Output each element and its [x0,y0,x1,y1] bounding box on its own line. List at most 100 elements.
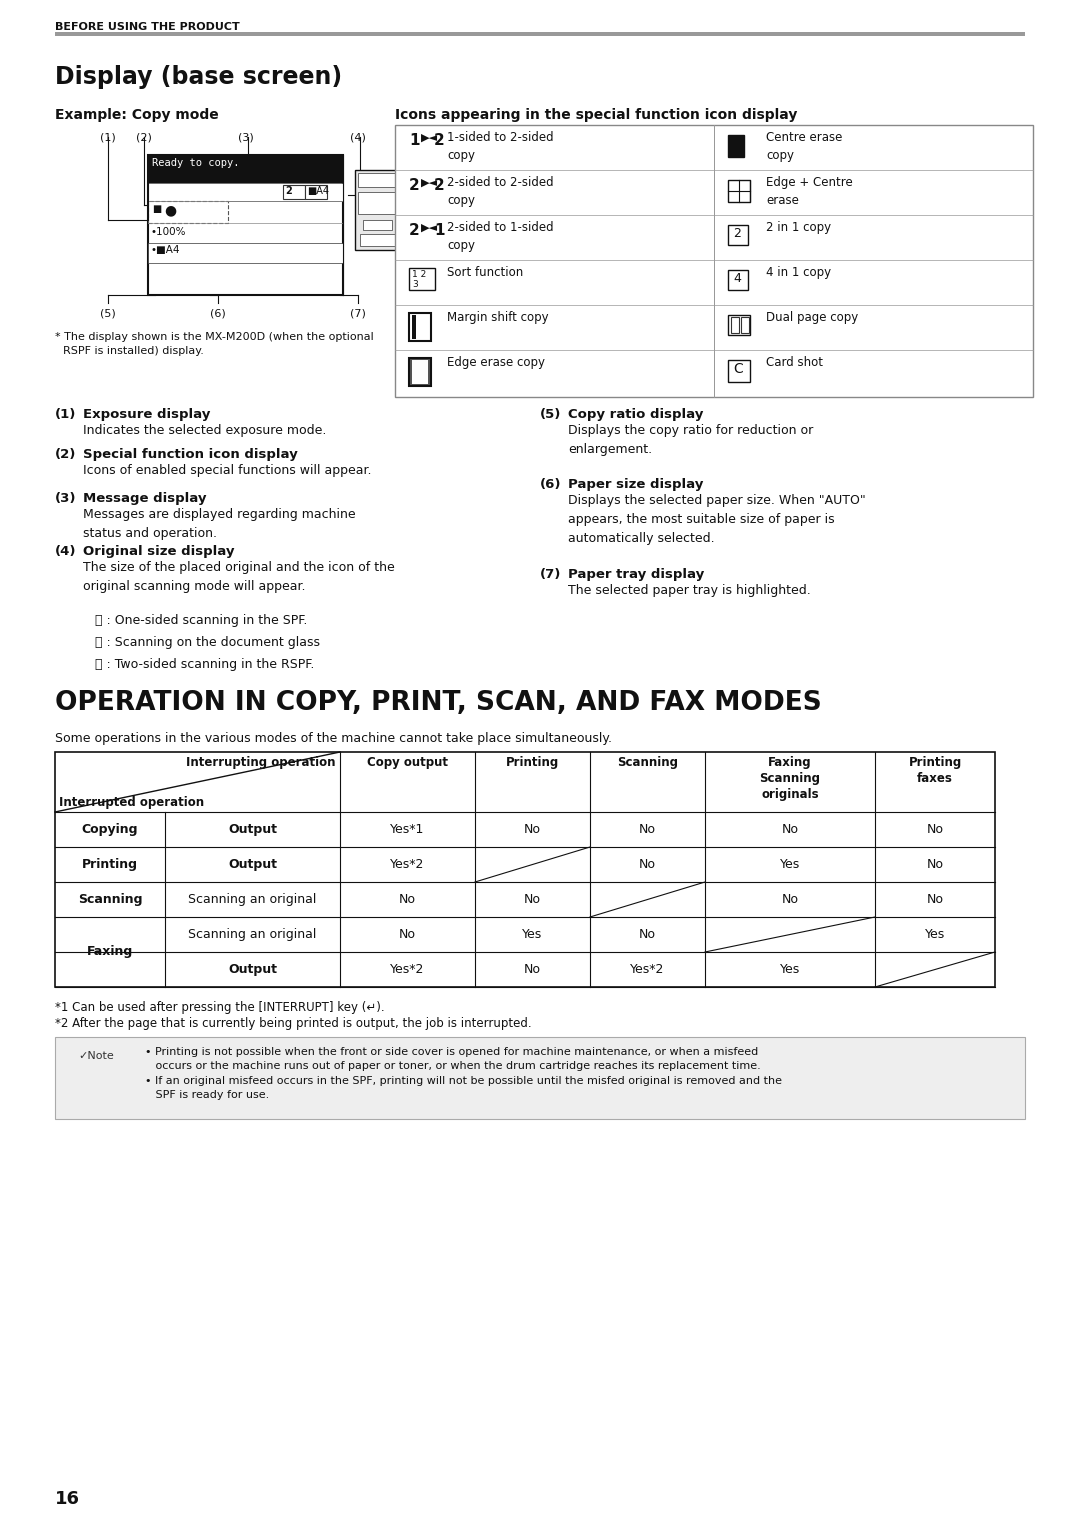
Text: Yes*2: Yes*2 [390,859,424,871]
Text: Faxing: Faxing [86,946,133,958]
Bar [741,316,750,333]
Text: Copy ratio display: Copy ratio display [568,408,703,422]
Text: Yes*1: Yes*1 [390,824,424,836]
Text: (4): (4) [350,131,366,142]
Bar [728,180,750,202]
Text: ●: ● [164,203,176,217]
Text: 2: 2 [434,133,445,148]
Text: Edge + Centre
erase: Edge + Centre erase [766,176,853,206]
Text: No: No [927,859,944,871]
Text: Displays the copy ratio for reduction or
enlargement.: Displays the copy ratio for reduction or… [568,423,813,455]
Text: Yes: Yes [780,859,800,871]
Text: Scanning: Scanning [78,892,143,906]
Text: Message display: Message display [83,492,206,504]
Text: No: No [782,892,798,906]
Text: (6): (6) [210,309,226,318]
Text: Yes*2: Yes*2 [631,963,664,976]
Text: •■A4: •■A4 [151,244,180,255]
Text: (4): (4) [55,545,77,558]
Text: 2: 2 [285,186,292,196]
Bar [148,154,343,295]
Text: •100%: •100% [150,228,186,237]
Text: No: No [639,859,656,871]
Text: The size of the placed original and the icon of the
original scanning mode will : The size of the placed original and the … [83,561,395,593]
Text: (1): (1) [55,408,77,422]
Text: No: No [782,824,798,836]
Text: Special function icon display: Special function icon display [83,448,298,461]
Text: * The display shown is the MX-M200D (when the optional: * The display shown is the MX-M200D (whe… [55,332,374,342]
Bar [728,225,748,244]
Ellipse shape [70,1050,130,1073]
Bar [181,205,213,219]
Text: 1 2: 1 2 [411,270,427,280]
Text: No: No [927,824,944,836]
Text: Paper size display: Paper size display [568,478,703,490]
Text: The selected paper tray is highlighted.: The selected paper tray is highlighted. [568,584,811,597]
Text: OPERATION IN COPY, PRINT, SCAN, AND FAX MODES: OPERATION IN COPY, PRINT, SCAN, AND FAX … [55,691,822,717]
Text: Ready to copy.: Ready to copy. [152,157,240,168]
Text: Icons appearing in the special function icon display: Icons appearing in the special function … [395,108,797,122]
Bar [55,1038,1025,1118]
Text: ■A4: ■A4 [307,186,329,196]
Bar [409,313,431,341]
Text: ▶◄: ▶◄ [421,177,438,188]
Bar [363,220,392,231]
Text: Edge erase copy: Edge erase copy [447,356,545,368]
Text: AUTO: AUTO [231,246,255,255]
Text: RSPF is installed) display.: RSPF is installed) display. [63,345,204,356]
Text: (3): (3) [55,492,77,504]
Text: Margin shift copy: Margin shift copy [447,312,549,324]
Text: No: No [524,963,541,976]
Text: 2: 2 [733,228,741,240]
Text: ▶◄: ▶◄ [421,133,438,144]
Text: Centre erase
copy: Centre erase copy [766,131,842,162]
Text: No: No [524,824,541,836]
Text: 4: 4 [733,272,741,286]
Text: BEFORE USING THE PRODUCT: BEFORE USING THE PRODUCT [55,21,240,32]
Text: Copy output: Copy output [367,756,448,769]
Text: Example: Copy mode: Example: Copy mode [55,108,219,122]
Text: Interrupted operation: Interrupted operation [59,796,204,808]
Text: (7): (7) [540,568,562,581]
Text: Paper tray display: Paper tray display [568,568,704,581]
Text: 1-sided to 2-sided
copy: 1-sided to 2-sided copy [447,131,554,162]
Bar [728,134,744,157]
Bar [305,185,327,199]
Bar [411,315,416,339]
Text: No: No [524,892,541,906]
Text: ▶◄: ▶◄ [421,223,438,232]
Text: Sort function: Sort function [447,266,523,280]
Text: Card shot: Card shot [766,356,823,368]
Text: 2 in 1 copy: 2 in 1 copy [766,222,832,234]
Text: ■: ■ [152,205,161,214]
Bar [148,243,343,263]
Text: No: No [639,824,656,836]
Text: 2-sided to 2-sided
copy: 2-sided to 2-sided copy [447,176,554,206]
Text: • Printing is not possible when the front or side cover is opened for machine ma: • Printing is not possible when the fron… [145,1047,782,1100]
Bar [55,752,995,987]
Bar [728,315,750,335]
Text: No: No [927,892,944,906]
Bar [395,125,1032,397]
Bar [55,32,1025,37]
Text: Original size display: Original size display [83,545,234,558]
Text: 16: 16 [55,1490,80,1508]
Text: (2): (2) [136,131,152,142]
Bar [731,316,739,333]
Bar [728,270,748,290]
Text: Display (base screen): Display (base screen) [55,66,342,89]
Text: 3: 3 [411,280,418,289]
Text: 2: 2 [409,177,420,193]
Text: *2 After the page that is currently being printed is output, the job is interrup: *2 After the page that is currently bein… [55,1018,531,1030]
Bar [357,173,397,186]
Text: Printing: Printing [505,756,559,769]
Text: (1): (1) [100,131,116,142]
Text: Scanning: Scanning [617,756,678,769]
Bar [411,361,428,384]
Text: C: C [733,362,743,376]
Text: Icons of enabled special functions will appear.: Icons of enabled special functions will … [83,465,372,477]
Bar [409,358,431,387]
Text: Yes: Yes [924,927,945,941]
Bar [360,234,395,246]
Text: Copying: Copying [82,824,138,836]
